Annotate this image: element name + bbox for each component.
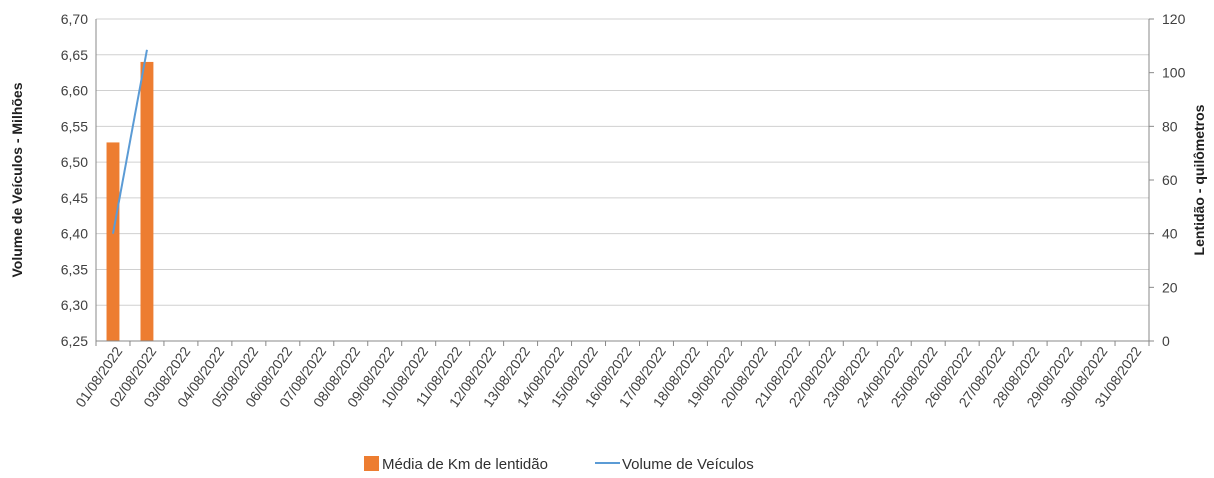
- left-axis-ticks: 6,25 6,30 6,35 6,40 6,45 6,50 6,55 6,60 6,65 6,70: [61, 11, 88, 349]
- right-axis-title: Lentidão - quilômetros: [1191, 104, 1207, 255]
- left-tick-label: 6,25: [61, 333, 88, 349]
- right-tick-label: 20: [1162, 279, 1178, 295]
- legend-label-line: Volume de Veículos: [622, 456, 754, 473]
- right-tick-label: 100: [1162, 65, 1186, 81]
- gridlines: [96, 18, 1149, 342]
- bar: [106, 142, 120, 341]
- right-tick-label: 0: [1162, 333, 1170, 349]
- left-tick-label: 6,60: [61, 83, 88, 99]
- bar-series: [106, 61, 154, 341]
- right-tick-label: 80: [1162, 118, 1178, 134]
- right-axis-ticks: 0 20 40 60 80 100 120: [1149, 11, 1186, 349]
- left-tick-label: 6,35: [61, 261, 88, 277]
- right-tick-label: 120: [1162, 11, 1186, 27]
- legend: Média de Km de lentidão Volume de Veícul…: [364, 456, 754, 473]
- left-tick-label: 6,50: [61, 154, 88, 170]
- right-tick-label: 60: [1162, 172, 1178, 188]
- left-axis-title: Volume de Veículos - Milhões: [9, 82, 25, 277]
- x-axis-ticks: 01/08/202202/08/202203/08/202204/08/2022…: [72, 341, 1150, 410]
- right-tick-label: 40: [1162, 226, 1178, 242]
- left-tick-label: 6,55: [61, 118, 88, 134]
- axes: [95, 19, 1150, 342]
- left-tick-label: 6,45: [61, 190, 88, 206]
- bar: [140, 61, 154, 341]
- legend-label-bar: Média de Km de lentidão: [382, 456, 548, 473]
- left-tick-label: 6,65: [61, 47, 88, 63]
- left-tick-label: 6,70: [61, 11, 88, 27]
- left-tick-label: 6,40: [61, 226, 88, 242]
- line-series: [112, 49, 148, 234]
- volume-line: [112, 49, 148, 234]
- legend-swatch-bar: [364, 456, 379, 471]
- left-tick-label: 6,30: [61, 297, 88, 313]
